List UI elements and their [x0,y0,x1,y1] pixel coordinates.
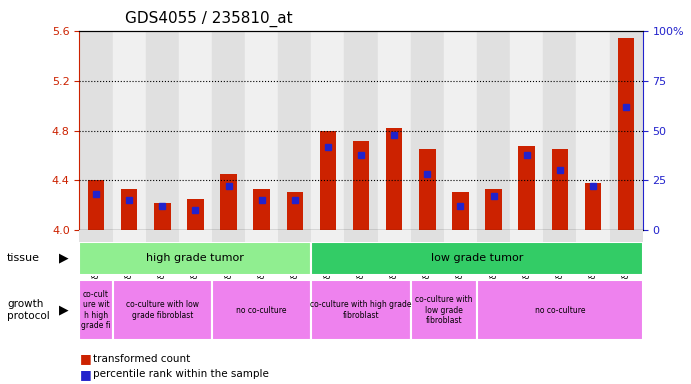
Bar [312,242,643,275]
Bar [146,31,179,230]
Bar [113,230,146,242]
Bar [543,230,576,242]
Bar [146,230,179,242]
Bar [609,31,643,230]
Bar [410,31,444,230]
Bar [618,38,634,230]
Bar [386,128,402,230]
Bar [245,31,278,230]
Bar [88,180,104,230]
Bar [121,189,138,230]
Bar [312,31,345,230]
Bar [179,230,212,242]
Bar [278,31,312,230]
Bar [278,230,312,242]
Bar [485,189,502,230]
Text: ▶: ▶ [59,304,68,316]
Bar [410,230,444,242]
Bar [287,192,303,230]
Text: ■: ■ [79,353,91,366]
Bar [79,230,113,242]
Bar [477,31,510,230]
Text: low grade tumor: low grade tumor [430,253,523,263]
Bar [345,230,377,242]
Bar [312,280,410,340]
Bar [79,280,113,340]
Bar [254,189,270,230]
Bar [585,183,601,230]
Bar [212,280,312,340]
Bar [187,199,204,230]
Bar [220,174,237,230]
Bar [345,31,377,230]
Bar [212,31,245,230]
Bar [576,230,609,242]
Bar [419,149,435,230]
Text: growth
protocol: growth protocol [7,299,50,321]
Bar [212,230,245,242]
Bar [79,31,113,230]
Text: no co-culture: no co-culture [236,306,287,314]
Bar [576,31,609,230]
Bar [179,31,212,230]
Bar [510,31,543,230]
Bar [477,230,510,242]
Text: ▶: ▶ [59,252,68,265]
Bar [609,230,643,242]
Text: co-culture with low
grade fibroblast: co-culture with low grade fibroblast [126,300,199,320]
Bar [510,230,543,242]
Text: co-culture with high grade
fibroblast: co-culture with high grade fibroblast [310,300,412,320]
Text: transformed count: transformed count [93,354,191,364]
Bar [312,230,345,242]
Text: co-culture with
low grade
fibroblast: co-culture with low grade fibroblast [415,295,473,325]
Text: co-cult
ure wit
h high
grade fi: co-cult ure wit h high grade fi [81,290,111,330]
Bar [113,280,212,340]
Bar [477,280,643,340]
Bar [353,141,369,230]
Bar [551,149,568,230]
Bar [518,146,535,230]
Text: no co-culture: no co-culture [535,306,585,314]
Bar [444,230,477,242]
Bar [154,203,171,230]
Bar [113,31,146,230]
Bar [377,230,410,242]
Text: ■: ■ [79,368,91,381]
Text: high grade tumor: high grade tumor [146,253,245,263]
Text: GDS4055 / 235810_at: GDS4055 / 235810_at [124,10,292,26]
Bar [543,31,576,230]
Bar [245,230,278,242]
Bar [320,131,337,230]
Text: tissue: tissue [7,253,40,263]
Bar [79,242,312,275]
Bar [377,31,410,230]
Bar [444,31,477,230]
Bar [452,192,468,230]
Text: percentile rank within the sample: percentile rank within the sample [93,369,269,379]
Bar [410,280,477,340]
